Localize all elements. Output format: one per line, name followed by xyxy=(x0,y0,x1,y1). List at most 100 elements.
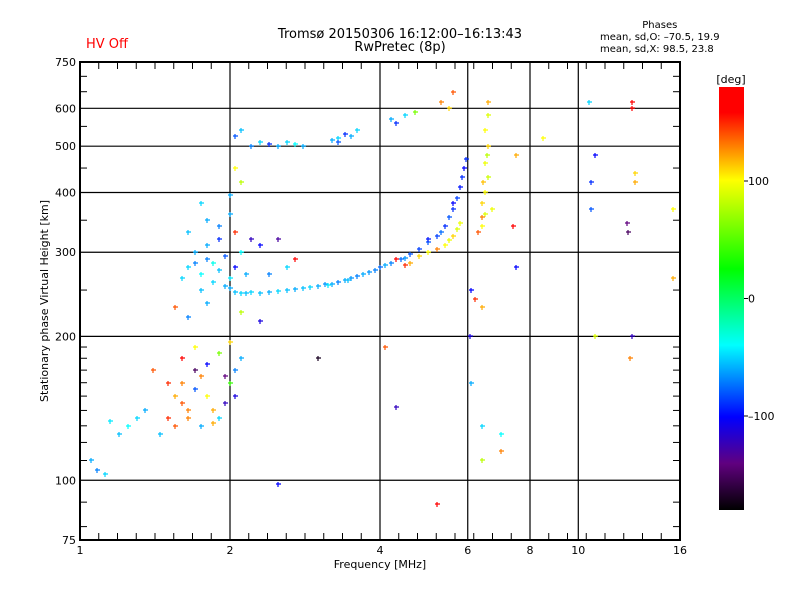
data-point xyxy=(205,257,210,262)
data-point xyxy=(217,224,222,229)
data-point xyxy=(455,227,460,232)
data-point xyxy=(276,289,281,294)
data-point xyxy=(135,416,140,421)
x-tick-label: 16 xyxy=(673,544,687,557)
data-point xyxy=(486,175,491,180)
data-point xyxy=(330,282,335,287)
data-point xyxy=(211,261,216,266)
data-point xyxy=(589,180,594,185)
data-point xyxy=(199,374,204,379)
data-point xyxy=(349,134,354,139)
data-point xyxy=(480,215,485,220)
data-point xyxy=(480,201,485,206)
data-point xyxy=(301,286,306,291)
data-point xyxy=(205,243,210,248)
colorbar-tick-label: 100 xyxy=(748,175,769,188)
data-point xyxy=(205,362,210,367)
data-point xyxy=(330,138,335,143)
data-point xyxy=(485,153,490,158)
data-point xyxy=(217,237,222,242)
data-point xyxy=(373,268,378,273)
data-point xyxy=(483,190,488,195)
x-tick-label: 2 xyxy=(227,544,234,557)
data-point xyxy=(205,301,210,306)
data-point xyxy=(199,272,204,277)
data-point xyxy=(633,171,638,176)
data-point xyxy=(233,394,238,399)
data-point xyxy=(367,270,372,275)
data-point xyxy=(435,247,440,252)
phase-stats-title: Phases xyxy=(642,20,678,31)
y-tick-label: 75 xyxy=(62,534,76,547)
colorbar xyxy=(719,87,744,510)
data-point xyxy=(476,230,481,235)
data-point xyxy=(205,394,210,399)
x-tick-label: 8 xyxy=(527,544,534,557)
data-points xyxy=(89,90,676,507)
data-point xyxy=(499,449,504,454)
data-point xyxy=(166,381,171,386)
data-point xyxy=(630,106,635,111)
data-point xyxy=(469,288,474,293)
data-point xyxy=(239,128,244,133)
data-point xyxy=(403,256,408,261)
data-point xyxy=(228,276,233,281)
data-point xyxy=(383,345,388,350)
data-point xyxy=(285,288,290,293)
data-point xyxy=(514,153,519,158)
data-point xyxy=(316,284,321,289)
y-tick-label: 500 xyxy=(55,140,76,153)
data-point xyxy=(258,291,263,296)
data-point xyxy=(95,468,100,473)
data-point xyxy=(403,263,408,268)
data-point xyxy=(403,113,408,118)
data-point xyxy=(186,315,191,320)
data-point xyxy=(426,250,431,255)
data-point xyxy=(285,140,290,145)
data-point xyxy=(451,207,456,212)
data-point xyxy=(399,257,404,262)
data-point xyxy=(511,224,516,229)
data-point xyxy=(249,237,254,242)
data-point xyxy=(186,408,191,413)
data-point xyxy=(193,250,198,255)
data-point xyxy=(483,161,488,166)
data-point xyxy=(346,278,351,283)
data-point xyxy=(267,272,272,277)
phase-stats: Phases mean, sd,O: –70.5, 19.9 mean, sd,… xyxy=(600,20,720,56)
data-point xyxy=(486,113,491,118)
data-point xyxy=(228,286,233,291)
data-point xyxy=(593,334,598,339)
data-point xyxy=(469,381,474,386)
data-point xyxy=(233,134,238,139)
hv-status: HV Off xyxy=(86,37,128,52)
y-axis-label: Stationary phase Virtual Height [km] xyxy=(38,200,51,402)
data-point xyxy=(435,234,440,239)
data-point xyxy=(228,340,233,345)
data-point xyxy=(417,254,422,259)
data-point xyxy=(267,142,272,147)
data-point xyxy=(108,419,113,424)
data-point xyxy=(217,416,222,421)
data-point xyxy=(447,106,452,111)
axis-ticks: 1 2 4 6 8 10 16 75 100 200 300 400 500 600 750 xyxy=(55,56,687,557)
data-point xyxy=(326,283,331,288)
data-point xyxy=(233,368,238,373)
data-point xyxy=(211,421,216,426)
data-point xyxy=(180,356,185,361)
data-point xyxy=(499,432,504,437)
data-point xyxy=(480,458,485,463)
data-point xyxy=(408,261,413,266)
y-tick-label: 100 xyxy=(55,474,76,487)
data-point xyxy=(223,254,228,259)
data-point xyxy=(217,351,222,356)
data-point xyxy=(193,387,198,392)
data-point xyxy=(541,136,546,141)
data-point xyxy=(233,230,238,235)
y-tick-label: 600 xyxy=(55,102,76,115)
data-point xyxy=(258,319,263,324)
data-point xyxy=(447,215,452,220)
data-point xyxy=(336,280,341,285)
data-point xyxy=(186,265,191,270)
